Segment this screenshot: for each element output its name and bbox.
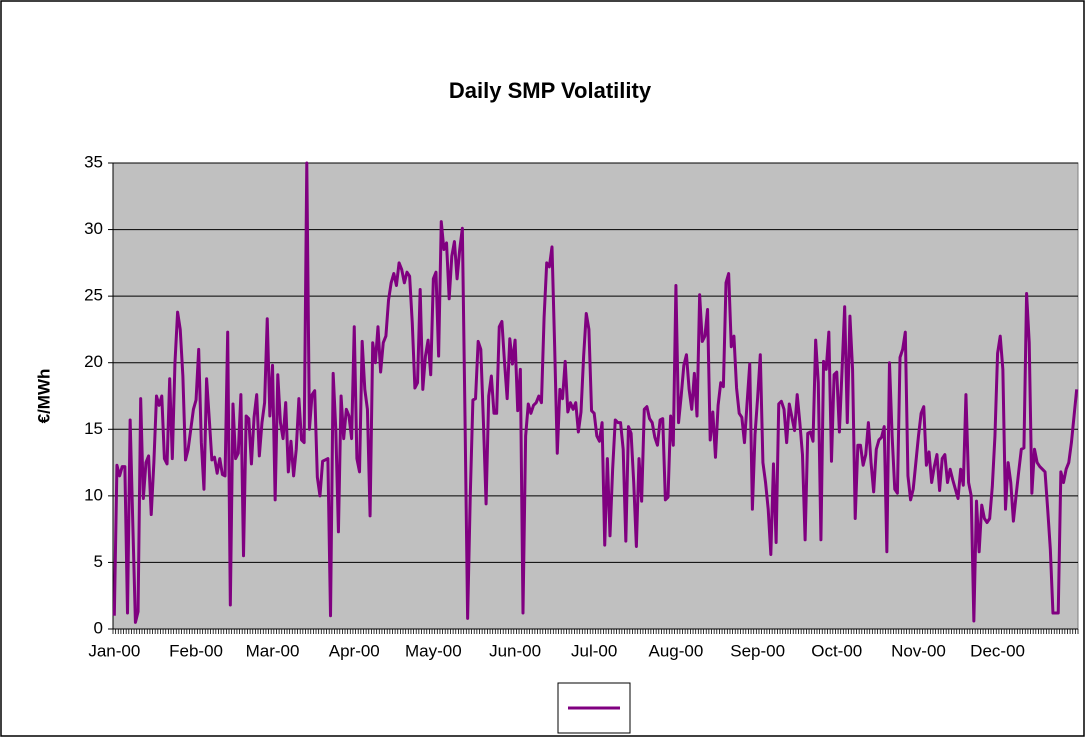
y-tick-label: 15 — [84, 419, 103, 438]
x-tick-label: Feb-00 — [169, 641, 223, 660]
y-tick-label: 0 — [94, 618, 103, 637]
x-tick-label: Aug-00 — [649, 641, 704, 660]
chart-title: Daily SMP Volatility — [449, 78, 652, 103]
y-tick-label: 35 — [84, 152, 103, 171]
x-tick-label: Oct-00 — [811, 641, 862, 660]
x-tick-label: Jun-00 — [489, 641, 541, 660]
y-tick-label: 25 — [84, 286, 103, 305]
x-tick-label: Apr-00 — [329, 641, 380, 660]
y-tick-label: 10 — [84, 485, 103, 504]
y-axis-label: €/MWh — [34, 369, 53, 424]
x-tick-label: Nov-00 — [891, 641, 946, 660]
y-tick-label: 5 — [94, 552, 103, 571]
x-tick-label: Jan-00 — [88, 641, 140, 660]
x-tick-label: Mar-00 — [246, 641, 300, 660]
data-line — [112, 161, 1079, 624]
x-tick-label: Sep-00 — [730, 641, 785, 660]
y-tick-label: 30 — [84, 219, 103, 238]
x-tick-label: Jul-00 — [571, 641, 617, 660]
x-tick-label: May-00 — [405, 641, 462, 660]
x-tick-label: Dec-00 — [970, 641, 1025, 660]
y-tick-label: 20 — [84, 352, 103, 371]
